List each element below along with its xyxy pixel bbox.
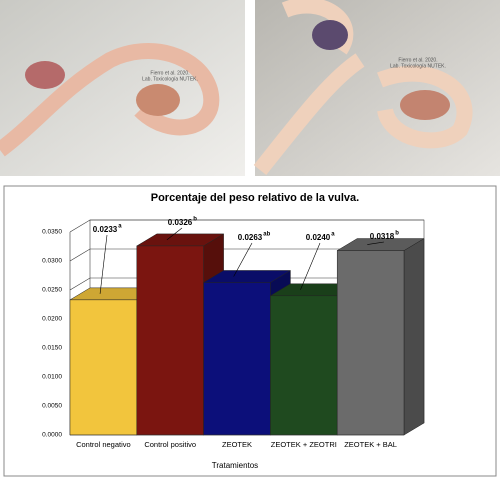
photo-caption: Fierro et al. 2020. <box>398 57 437 63</box>
value-label: 0.0233 <box>93 225 118 234</box>
leader-line <box>166 227 183 241</box>
photo-right: Fierro et al. 2020. Lab. Toxicología NUT… <box>253 0 500 176</box>
value-label: 0.0326 <box>168 218 193 227</box>
bar <box>336 250 405 436</box>
photo-left: Fierro et al. 2020. Lab. Toxicología NUT… <box>0 0 245 176</box>
value-superscript: b <box>193 217 197 223</box>
bar <box>270 295 338 436</box>
value-superscript: b <box>395 231 399 237</box>
y-tick-label: 0.0200 <box>42 316 62 323</box>
leader-line <box>300 242 321 290</box>
bar <box>69 299 138 436</box>
bar-side <box>403 238 425 436</box>
photo-caption: Lab. Toxicología NUTEK. <box>142 76 198 82</box>
value-superscript: ab <box>263 232 270 238</box>
value-label: 0.0318 <box>370 232 395 241</box>
leader-line <box>233 242 253 277</box>
photo-caption: Lab. Toxicología NUTEK. <box>390 63 446 69</box>
x-axis-label: Tratamientos <box>212 461 258 470</box>
grid-line <box>69 219 424 233</box>
x-tick-label: ZEOTEK + BAL <box>344 440 397 449</box>
y-tick-label: 0.0250 <box>42 287 62 294</box>
y-tick-label: 0.0050 <box>42 403 62 410</box>
bar <box>203 282 271 436</box>
photo-caption: Fierro et al. 2020. <box>150 70 189 76</box>
value-label: 0.0263 <box>238 233 263 242</box>
value-superscript: a <box>118 224 122 230</box>
chart: Porcentaje del peso relativo de la vulva… <box>3 185 497 477</box>
value-label: 0.0240 <box>306 233 331 242</box>
x-tick-label: ZEOTEK + ZEOTRI <box>271 440 337 449</box>
value-superscript: a <box>331 232 335 238</box>
x-tick-label: ZEOTEK <box>222 440 252 449</box>
grid-line <box>69 277 424 291</box>
bar <box>136 245 204 436</box>
y-tick-label: 0.0300 <box>42 258 62 265</box>
leader-line <box>99 234 108 294</box>
y-tick-label: 0.0150 <box>42 345 62 352</box>
x-tick-label: Control positivo <box>144 440 196 449</box>
grid-line <box>69 248 424 262</box>
x-tick-label: Control negativo <box>76 440 131 449</box>
y-tick-label: 0.0350 <box>42 229 62 236</box>
leader-line <box>367 241 385 245</box>
y-tick-label: 0.0000 <box>42 432 62 439</box>
y-tick-label: 0.0100 <box>42 374 62 381</box>
chart-title: Porcentaje del peso relativo de la vulva… <box>151 192 359 204</box>
